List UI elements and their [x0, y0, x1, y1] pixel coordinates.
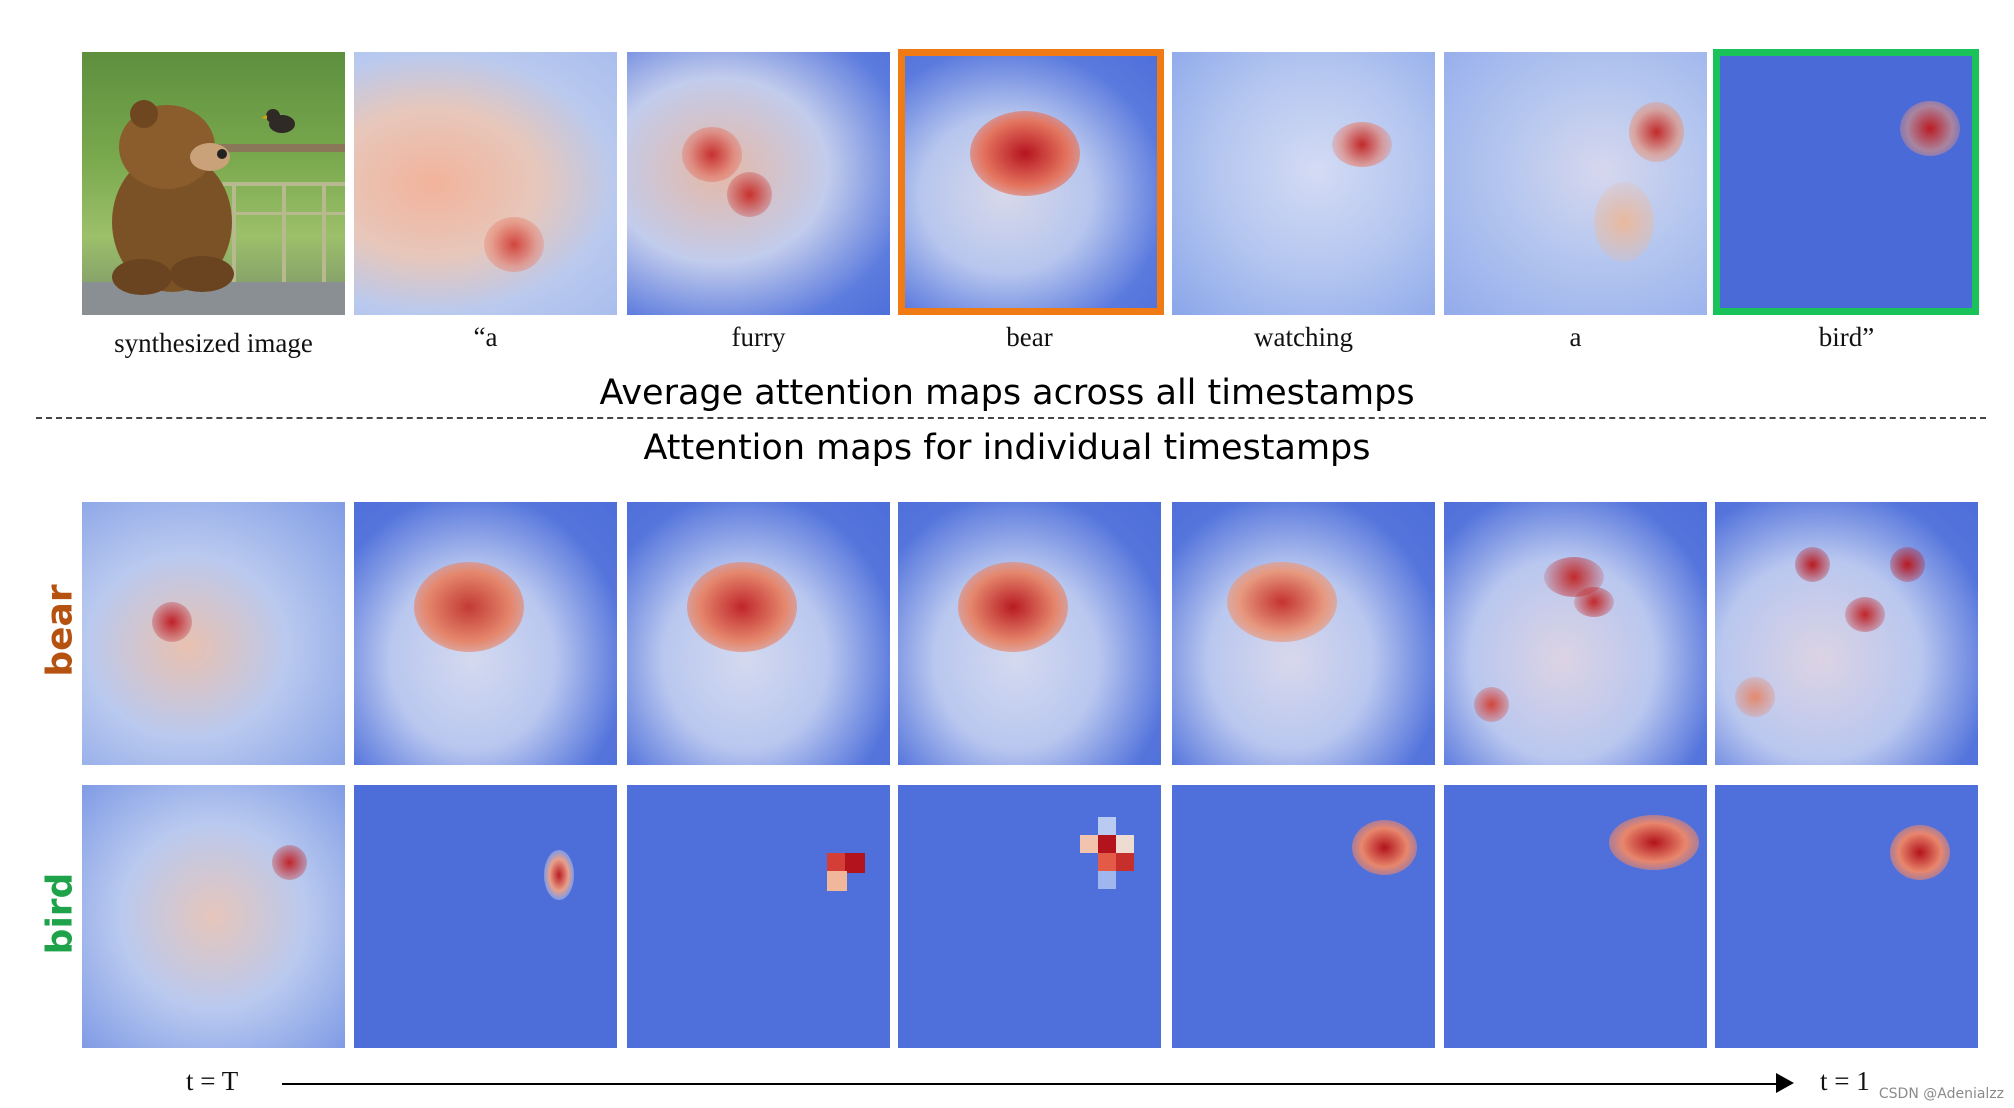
time-start-label: t = T: [186, 1066, 239, 1096]
row-label-bear: bear: [39, 584, 81, 677]
label-token-bird: bird”: [1818, 322, 1875, 352]
bear-map-t3: [627, 502, 890, 765]
attention-map-token-bird: [1713, 49, 1979, 315]
bird-map-t4: [898, 785, 1161, 1048]
bear-map-t4: [898, 502, 1161, 765]
attention-map-token-a: [354, 52, 617, 315]
bird-map-t2: [354, 785, 617, 1048]
bear-map-t6: [1444, 502, 1707, 765]
heading-average-attention: Average attention maps across all timest…: [599, 373, 1415, 413]
label-token-a: “a: [473, 322, 498, 352]
bear-map-t2: [354, 502, 617, 765]
row-label-bird: bird: [39, 872, 81, 955]
bird-map-t3: [627, 785, 890, 1048]
dashed-divider: [36, 417, 1986, 419]
heading-individual-attention: Attention maps for individual timestamps: [643, 428, 1371, 468]
bear-map-t1: [82, 502, 345, 765]
bear-with-bird-illustration: [82, 100, 345, 315]
label-token-a-2: a: [1569, 322, 1582, 352]
watermark: CSDN @Adenialzz: [1878, 1086, 2004, 1102]
bird-map-t1: [82, 785, 345, 1048]
label-token-bear: bear: [1006, 322, 1053, 352]
attention-map-token-watching: [1172, 52, 1435, 315]
label-synthesized-image: synthesized image: [114, 328, 313, 358]
time-arrow-head-icon: [1776, 1073, 1794, 1093]
bird-map-t6: [1444, 785, 1707, 1048]
label-token-furry: furry: [731, 322, 786, 352]
attention-map-token-a-2: [1444, 52, 1707, 315]
bear-map-t7: [1715, 502, 1978, 765]
synthesized-image: [82, 52, 345, 315]
bird-map-t5: [1172, 785, 1435, 1048]
attention-map-token-furry: [627, 52, 890, 315]
attention-map-token-bear: [898, 49, 1164, 315]
time-arrow-line: [282, 1083, 1784, 1085]
time-end-label: t = 1: [1820, 1066, 1870, 1096]
bird-map-t7: [1715, 785, 1978, 1048]
bear-map-t5: [1172, 502, 1435, 765]
label-token-watching: watching: [1254, 322, 1353, 352]
